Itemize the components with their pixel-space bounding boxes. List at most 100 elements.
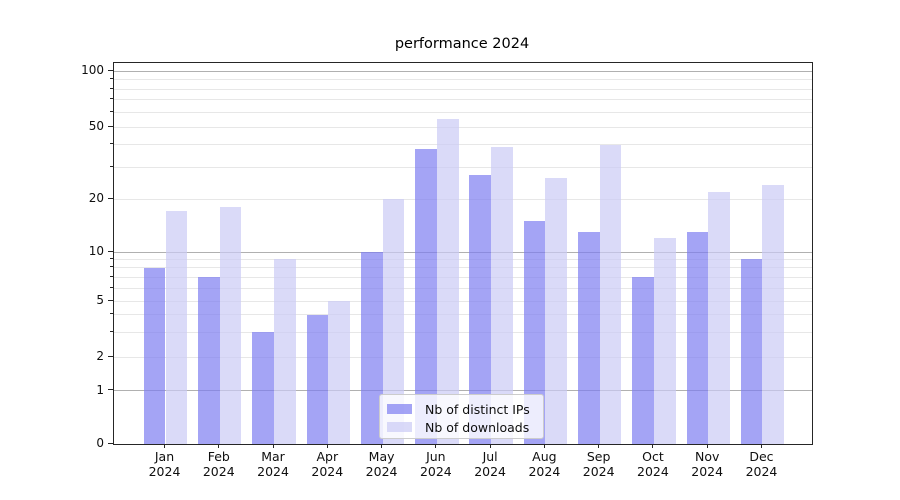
y-minor-tick-mark: [110, 275, 113, 277]
x-tick-year: 2024: [582, 464, 615, 479]
x-tick-year: 2024: [745, 464, 778, 479]
bars-layer: [114, 63, 812, 444]
y-minor-tick-mark: [110, 313, 113, 315]
bar-dec-distinct-ips: [740, 259, 763, 444]
bar-jul-downloads: [491, 146, 513, 444]
minor-gridline: [114, 99, 812, 101]
x-tick-mark: [435, 444, 437, 448]
bar-oct-distinct-ips: [632, 277, 654, 444]
x-tick-month: Mar: [261, 449, 285, 464]
legend-swatch-downloads: [387, 422, 412, 432]
minor-gridline: [114, 166, 812, 168]
x-tick-mark: [760, 444, 762, 448]
y-tick-mark: [108, 299, 113, 301]
minor-gridline: [114, 126, 812, 128]
x-tick-month: Jun: [426, 449, 446, 464]
x-tick-month: Aug: [532, 449, 557, 464]
x-tick-label-oct: Oct 2024: [625, 449, 681, 479]
bar-apr-distinct-ips: [306, 314, 329, 444]
x-tick-label-jun: Jun 2024: [408, 449, 464, 479]
bar-may-downloads: [382, 199, 405, 444]
y-minor-tick-mark: [110, 143, 113, 145]
major-gridline: [114, 70, 812, 72]
y-tick-label: 2: [96, 349, 104, 363]
x-tick-year: 2024: [311, 464, 344, 479]
y-tick-label: 100: [81, 63, 104, 77]
x-tick-month: Jul: [482, 449, 498, 464]
bar-feb-downloads: [219, 207, 242, 444]
y-tick-label: 20: [88, 191, 104, 205]
bar-feb-distinct-ips: [198, 277, 220, 444]
bar-sep-distinct-ips: [577, 231, 600, 444]
bar-jan-downloads: [165, 211, 188, 444]
bar-aug-downloads: [545, 178, 568, 444]
x-tick-month: Feb: [207, 449, 230, 464]
major-gridline: [114, 251, 812, 253]
x-tick-year: 2024: [365, 464, 398, 479]
x-tick-mark: [326, 444, 328, 448]
y-minor-tick-mark: [110, 78, 113, 79]
minor-gridline: [114, 258, 812, 260]
x-tick-mark: [164, 444, 165, 448]
y-tick-label: 5: [96, 293, 104, 307]
y-minor-tick-mark: [110, 257, 113, 259]
minor-gridline: [114, 300, 812, 302]
x-tick-year: 2024: [691, 464, 724, 479]
grid-layer: [114, 63, 812, 444]
minor-gridline: [114, 111, 812, 113]
x-tick-label-nov: Nov 2024: [679, 449, 735, 479]
legend-item-distinct-ips: Nb of distinct IPs: [387, 400, 535, 418]
y-tick-mark: [108, 197, 113, 199]
x-tick-label-feb: Feb 2024: [191, 449, 247, 479]
y-minor-tick-mark: [110, 110, 113, 112]
x-tick-label-dec: Dec 2024: [733, 449, 789, 479]
bar-jun-distinct-ips: [415, 148, 437, 444]
bar-sep-downloads: [599, 144, 622, 444]
bar-jan-distinct-ips: [143, 267, 166, 444]
minor-gridline: [114, 276, 812, 278]
legend: Nb of distinct IPs Nb of downloads: [379, 394, 544, 439]
x-tick-mark: [489, 444, 491, 448]
minor-gridline: [114, 267, 812, 269]
minor-gridline: [114, 314, 812, 316]
bar-mar-downloads: [274, 259, 296, 444]
x-tick-label-sep: Sep 2024: [571, 449, 627, 479]
x-tick-year: 2024: [528, 464, 561, 479]
y-tick-label: 1: [96, 382, 104, 397]
x-tick-mark: [543, 444, 545, 448]
minor-gridline: [114, 144, 812, 146]
x-tick-year: 2024: [148, 464, 181, 479]
y-minor-tick-mark: [110, 266, 113, 268]
x-tick-month: Nov: [694, 449, 720, 464]
x-tick-mark: [598, 444, 600, 448]
y-tick-label: 10: [88, 244, 104, 258]
bar-jun-downloads: [436, 119, 459, 444]
minor-gridline: [114, 287, 812, 289]
minor-gridline: [114, 79, 812, 80]
y-tick-mark: [108, 250, 113, 252]
y-tick-mark: [108, 125, 113, 127]
y-tick-mark: [108, 389, 113, 390]
x-tick-label-aug: Aug 2024: [516, 449, 572, 479]
y-tick-mark: [108, 69, 113, 71]
x-tick-mark: [652, 444, 654, 448]
y-minor-tick-mark: [110, 165, 113, 167]
x-tick-month: Dec: [749, 449, 774, 464]
y-tick-label: 50: [88, 119, 104, 133]
minor-gridline: [114, 88, 812, 90]
bar-aug-distinct-ips: [523, 220, 546, 444]
x-tick-label-jan: Jan 2024: [137, 449, 193, 479]
x-tick-label-jul: Jul 2024: [462, 449, 518, 479]
x-tick-year: 2024: [419, 464, 452, 479]
legend-label-distinct-ips: Nb of distinct IPs: [425, 401, 530, 417]
x-tick-mark: [706, 444, 708, 448]
bar-dec-downloads: [762, 184, 785, 444]
legend-swatch-distinct-ips: [387, 404, 412, 414]
legend-item-downloads: Nb of downloads: [387, 418, 535, 436]
plot-area: Nb of distinct IPs Nb of downloads: [113, 62, 813, 445]
x-tick-mark: [272, 444, 274, 448]
y-minor-tick-mark: [110, 87, 113, 89]
x-tick-month: Oct: [642, 449, 664, 464]
x-tick-month: May: [368, 449, 395, 464]
bar-oct-downloads: [653, 238, 676, 444]
